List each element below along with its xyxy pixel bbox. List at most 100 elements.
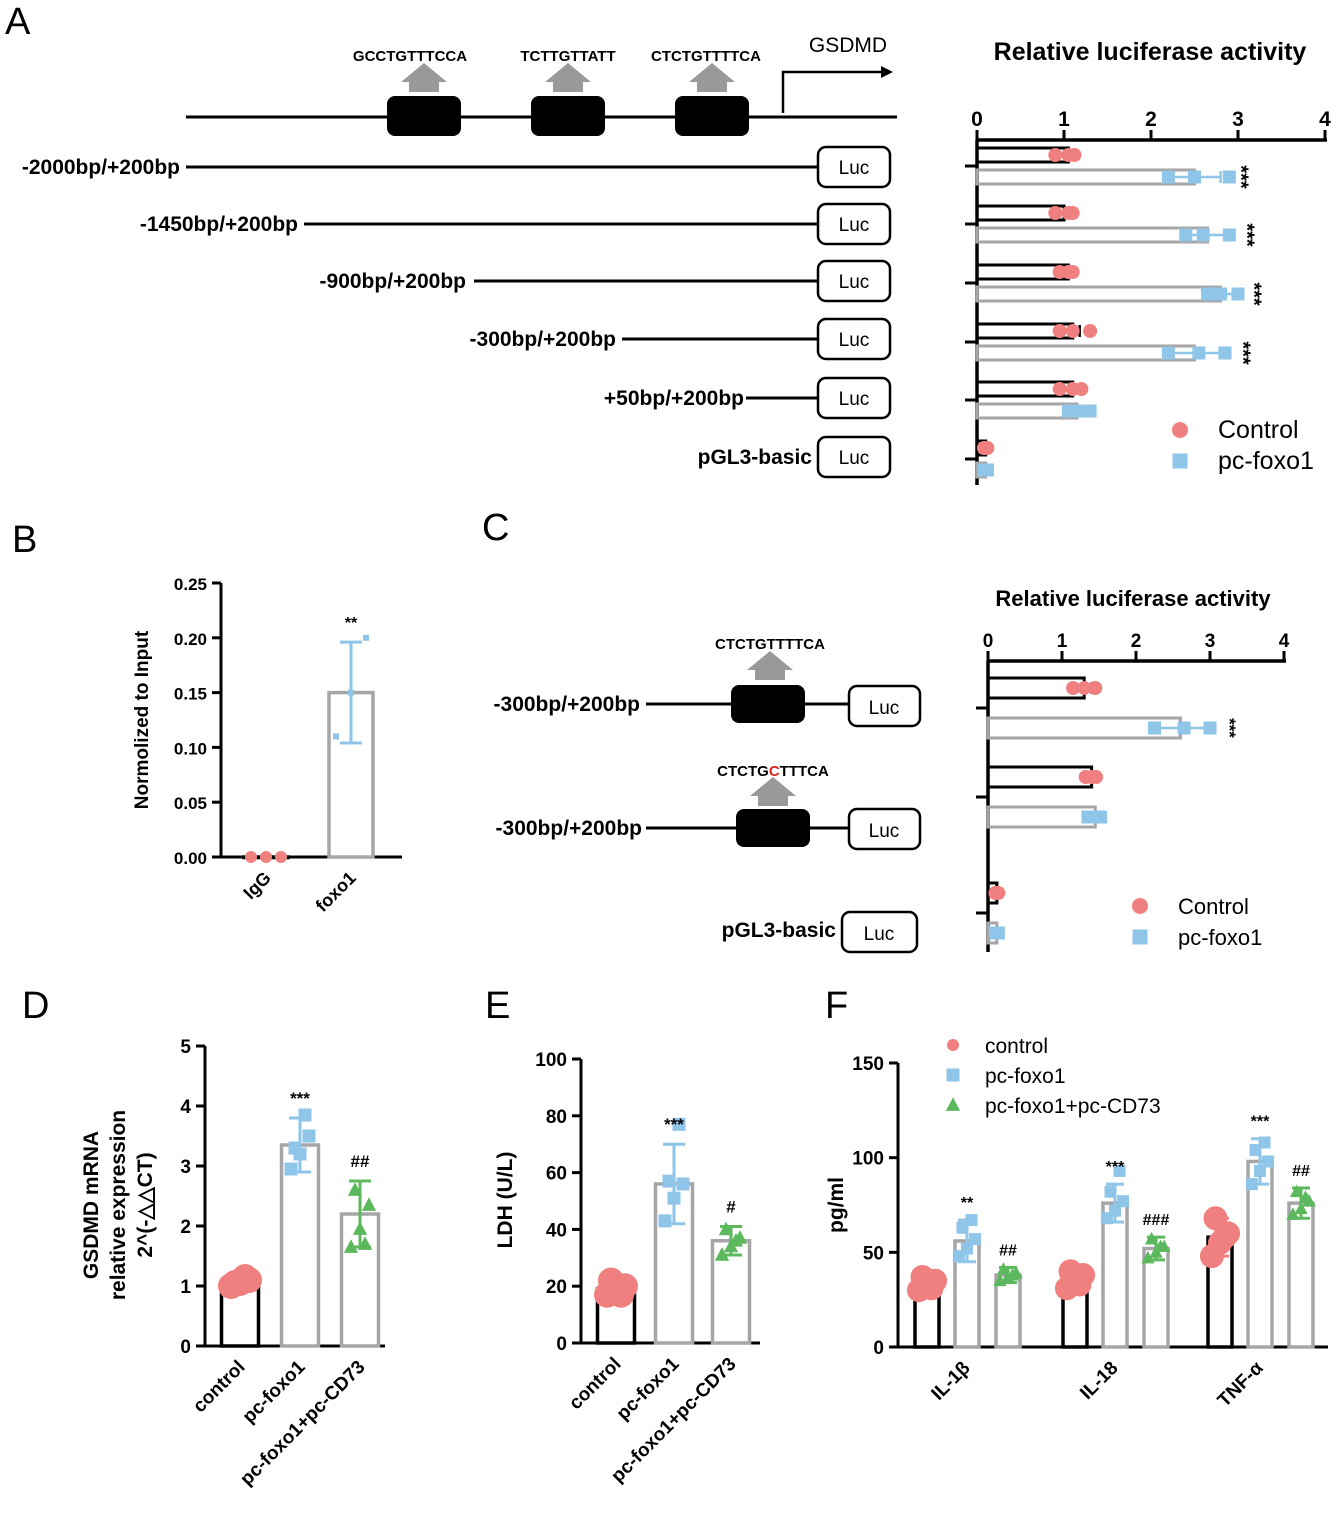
data-point [302, 1129, 316, 1143]
data-point [980, 463, 994, 477]
data-point [1161, 346, 1175, 360]
x-tick-label: 4 [1319, 108, 1331, 131]
data-point [1083, 324, 1098, 338]
data-point [1141, 1250, 1155, 1264]
significance-label: *** [1236, 223, 1258, 247]
data-point [1052, 382, 1067, 396]
luc-box-a4 [816, 317, 892, 361]
data-point [1214, 287, 1228, 301]
data-point [1161, 170, 1175, 184]
construct-label-a5: +50bp/+200bp [604, 387, 744, 410]
y-axis-label: Normolized to Input [132, 630, 153, 809]
wt-site-arrow-icon [747, 651, 793, 680]
binding-site-box-1 [387, 96, 461, 136]
y-axis-label: pg/ml [825, 1177, 848, 1233]
significance-label: # [726, 1198, 736, 1217]
data-point [1245, 1178, 1258, 1191]
data-point [667, 1191, 681, 1205]
significance-label: ** [961, 1195, 974, 1212]
y-axis-label: relative expression [107, 1110, 130, 1300]
panel-label-d: D [22, 985, 49, 1027]
panel-label-b: B [12, 519, 37, 561]
data-point [1117, 1195, 1130, 1208]
chart-b: 0.00 0.05 0.10 0.15 0.20 0.25 Normolized to In… [132, 575, 402, 916]
mutated-base: C [769, 763, 780, 780]
y-tick-label: 0.10 [174, 739, 207, 758]
data-point [1083, 404, 1097, 418]
data-point [662, 1174, 676, 1188]
luc-label-c3: Luc [864, 924, 895, 945]
site-arrow-3-icon [689, 63, 735, 92]
data-point [275, 851, 287, 863]
data-point [1048, 206, 1063, 220]
site-arrow-2-icon [545, 63, 591, 92]
data-point [1203, 1206, 1228, 1231]
data-point [352, 1221, 368, 1235]
data-point [1201, 287, 1215, 301]
y-tick-label: 150 [852, 1054, 884, 1075]
chart-a: Relative luciferase activity 0 1 2 3 4 *** *** *… [965, 38, 1331, 485]
legend-label: control [985, 1035, 1048, 1058]
data-point [357, 1236, 373, 1250]
binding-site-box-3 [675, 96, 749, 136]
significance-label: ### [1143, 1212, 1170, 1229]
data-point [980, 441, 995, 455]
luc-box-a2 [816, 202, 892, 246]
data-point [961, 1242, 973, 1255]
y-tick-label: 0 [873, 1338, 884, 1359]
luc-box-a3 [816, 259, 892, 303]
data-point [348, 689, 354, 696]
legend-marker [946, 1068, 960, 1082]
data-point [714, 1247, 730, 1261]
y-tick-label: 100 [852, 1149, 884, 1170]
data-point [993, 1273, 1007, 1287]
luc-label-a2: Luc [839, 215, 870, 236]
data-point [288, 1141, 302, 1155]
data-point [658, 1214, 672, 1228]
legend-label: pc-foxo1 [1178, 925, 1262, 950]
data-point [284, 1162, 298, 1176]
data-point [1153, 1239, 1168, 1253]
luc-box-c3 [840, 910, 919, 954]
mutant-site-sequence: CTCTGCTTTCA [717, 763, 829, 780]
luc-label-a1: Luc [839, 158, 870, 179]
data-point [969, 1233, 982, 1246]
y-axis-label: 2^(-△△CT) [134, 1152, 157, 1257]
data-point [1203, 721, 1217, 735]
construct-label-c1: -300bp/+200bp [494, 693, 640, 716]
y-tick-label: 0.15 [174, 685, 207, 704]
site-arrow-1-icon [401, 63, 447, 92]
data-point [676, 1177, 690, 1191]
luc-box-c2 [847, 807, 922, 851]
bar [975, 226, 1210, 244]
x-tick-label: 3 [1205, 631, 1216, 652]
data-point [1262, 1155, 1275, 1168]
data-point [672, 1117, 686, 1131]
y-tick-label: 2 [180, 1217, 191, 1238]
data-point [1177, 721, 1191, 735]
data-point [1212, 1225, 1237, 1250]
x-tick-label: TNF-α [1214, 1357, 1268, 1411]
luc-label-a5: Luc [839, 389, 870, 410]
data-point [1104, 1185, 1117, 1198]
x-tick-label: IL-18 [1076, 1358, 1122, 1404]
data-point [1289, 1184, 1304, 1198]
data-point [1065, 324, 1080, 338]
data-point [1065, 265, 1080, 279]
data-point [333, 733, 339, 740]
construct-label-a6: pGL3-basic [698, 446, 813, 469]
y-tick-label: 40 [546, 1220, 567, 1241]
panel-a-schematic: GCCTGTTTCCA TCTTGTTATT CTCTGTTTTCA GSDMD [186, 34, 897, 136]
y-tick-label: 0 [556, 1334, 567, 1355]
legend-marker-treatment [1132, 929, 1148, 945]
luc-label-a3: Luc [839, 272, 870, 293]
legend-label: pc-foxo1+pc-CD73 [985, 1095, 1161, 1118]
data-point [965, 1214, 978, 1227]
data-point [1179, 228, 1193, 242]
data-point [245, 851, 257, 863]
luc-label-c2: Luc [869, 821, 900, 842]
luc-label-a6: Luc [839, 448, 870, 469]
data-point [1231, 287, 1245, 301]
luc-label-a4: Luc [839, 330, 870, 351]
